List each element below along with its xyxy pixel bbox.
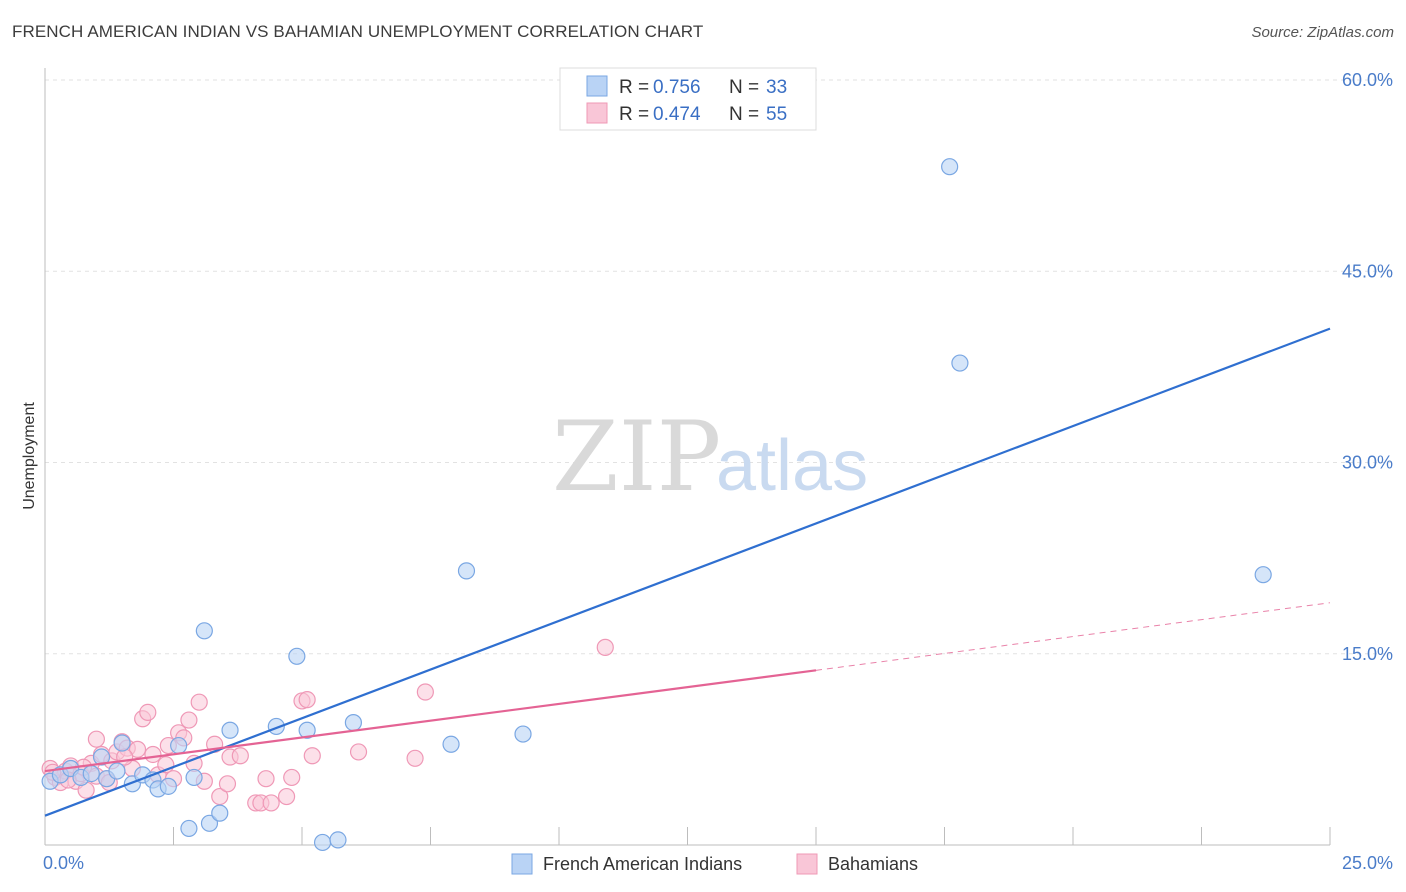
legend-n-label: N = — [729, 77, 759, 98]
french-american-indians-point — [113, 734, 131, 752]
watermark-zip: ZIP — [552, 401, 721, 513]
french-american-indians-point — [185, 768, 203, 787]
bahamians-point — [116, 748, 134, 766]
french-american-indians-point — [159, 777, 177, 795]
bahamians-point — [303, 747, 321, 765]
french-american-indians-point — [200, 814, 219, 832]
legend-r-label: R = — [619, 104, 649, 125]
bahamians-point — [283, 768, 301, 787]
x-tick-label: 25.0% — [1342, 853, 1393, 873]
legend-r-value-blue: 0.756 — [653, 77, 701, 98]
bahamians-trend-line — [44, 669, 817, 773]
trend-lines — [44, 327, 1331, 817]
french-american-indians-point — [108, 762, 126, 780]
bottom-legend-swatch-blue — [511, 853, 533, 875]
bahamians-point — [596, 638, 614, 656]
bahamians-point — [262, 794, 280, 812]
legend-n-value-blue: 33 — [766, 77, 787, 98]
bahamians-point — [257, 770, 275, 788]
bottom-legend-label-blue: French American Indians — [543, 854, 742, 874]
french-american-indians-point — [313, 833, 332, 852]
y-tick-label: 60.0% — [1342, 70, 1393, 90]
bahamians-trend-extension — [815, 602, 1331, 671]
bahamians-point — [277, 787, 296, 806]
bottom-legend-label-pink: Bahamians — [828, 854, 918, 874]
bahamians-point — [231, 747, 249, 765]
y-tick-label: 45.0% — [1342, 261, 1393, 281]
legend-swatch-pink — [586, 102, 608, 124]
french-american-indians-point — [170, 736, 188, 755]
french-american-indians-point — [951, 354, 969, 372]
bahamians-point — [218, 775, 237, 793]
grid — [45, 79, 1392, 655]
french-american-indians-point — [941, 158, 959, 176]
french-american-indians-point — [514, 725, 532, 743]
series-legend: French American Indians Bahamians — [511, 853, 918, 875]
y-axis-label: Unemployment — [21, 402, 38, 510]
french-american-indians-trend-line — [44, 327, 1331, 817]
legend-r-value-pink: 0.474 — [653, 104, 701, 125]
french-american-indians-point — [211, 804, 229, 822]
tick-labels: 15.0% 30.0% 45.0% 60.0% 0.0% 25.0% — [43, 70, 1393, 873]
bahamians-point — [87, 730, 106, 748]
bahamians-point — [190, 693, 208, 711]
french-american-indians-point — [442, 735, 460, 753]
bahamians-point — [349, 743, 368, 761]
y-tick-label: 30.0% — [1342, 453, 1393, 473]
bahamians-point — [128, 740, 147, 758]
bahamians-point — [180, 711, 198, 729]
bahamians-point — [139, 703, 157, 722]
chart-title: FRENCH AMERICAN INDIAN VS BAHAMIAN UNEMP… — [12, 22, 704, 41]
french-american-indians-point — [457, 562, 476, 580]
axes — [44, 68, 1331, 846]
french-american-indians-point — [344, 713, 362, 732]
legend-swatch-blue — [586, 75, 608, 97]
french-american-indians-point — [195, 622, 213, 640]
chart-source: Source: ZipAtlas.com — [1251, 24, 1394, 41]
french-american-indians-point — [1254, 566, 1272, 584]
french-american-indians-point — [221, 721, 239, 739]
french-american-indians-point — [329, 831, 347, 849]
watermark-atlas: atlas — [716, 426, 868, 506]
bottom-legend-swatch-pink — [796, 853, 818, 875]
french-american-indians-point — [82, 764, 100, 783]
legend-r-label: R = — [619, 77, 649, 98]
french-american-indians-point — [298, 721, 316, 739]
y-tick-label: 15.0% — [1342, 644, 1393, 664]
legend-n-label: N = — [729, 104, 759, 125]
french-american-indians-point — [288, 647, 306, 665]
bahamians-point — [298, 691, 316, 709]
french-american-indians-points — [41, 158, 1272, 852]
french-american-indians-point — [180, 819, 198, 838]
correlation-legend: R = 0.756 N = 33 R = 0.474 N = 55 — [559, 67, 817, 131]
bahamians-point — [416, 683, 434, 701]
legend-n-value-pink: 55 — [766, 104, 787, 125]
french-american-indians-point — [92, 748, 111, 766]
bahamians-point — [406, 749, 424, 767]
x-tick-label: 0.0% — [43, 853, 84, 873]
